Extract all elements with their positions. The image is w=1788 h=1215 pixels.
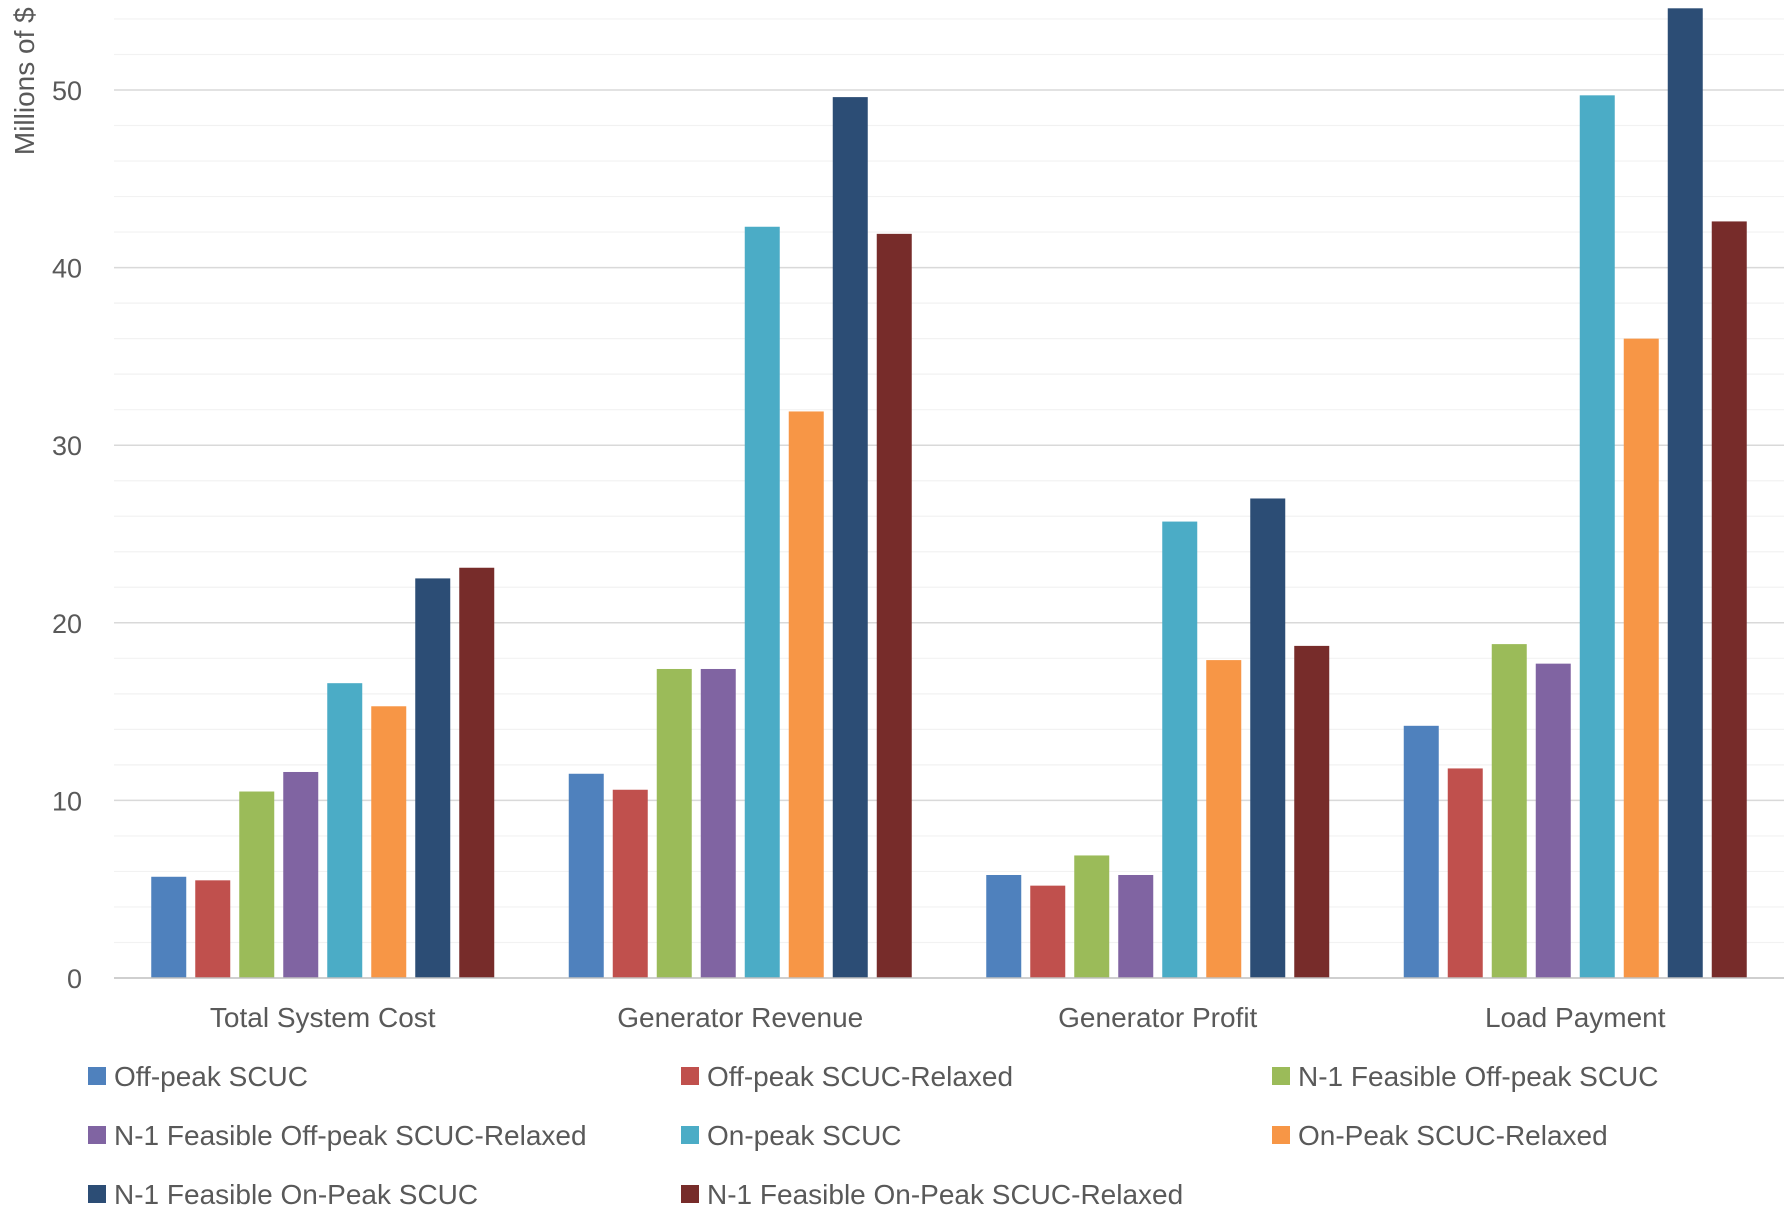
bar bbox=[876, 233, 912, 978]
legend-swatch bbox=[88, 1067, 106, 1085]
y-tick-label: 0 bbox=[67, 964, 82, 994]
legend-swatch bbox=[681, 1067, 699, 1085]
bar bbox=[459, 567, 495, 978]
bar bbox=[744, 226, 780, 978]
x-axis-category-labels: Total System Cost Generator Revenue Genera… bbox=[210, 1002, 1666, 1033]
y-tick-label: 40 bbox=[52, 254, 82, 284]
bar bbox=[788, 411, 824, 978]
legend-label: Off-peak SCUC bbox=[114, 1061, 308, 1092]
bar bbox=[1667, 8, 1703, 978]
legend-item: N-1 Feasible On-Peak SCUC-Relaxed bbox=[681, 1179, 1183, 1210]
legend-swatch bbox=[681, 1185, 699, 1203]
minor-gridlines bbox=[114, 18, 1784, 944]
legend-label: Off-peak SCUC-Relaxed bbox=[707, 1061, 1013, 1092]
bar bbox=[1403, 725, 1439, 978]
legend-swatch bbox=[681, 1126, 699, 1144]
bar bbox=[1447, 768, 1483, 978]
bar bbox=[1118, 874, 1154, 978]
legend-label: On-peak SCUC bbox=[707, 1120, 902, 1151]
x-category-label: Generator Revenue bbox=[617, 1002, 863, 1033]
x-category-label: Generator Profit bbox=[1058, 1002, 1257, 1033]
bar bbox=[1579, 95, 1615, 978]
legend-item: N-1 Feasible On-Peak SCUC bbox=[88, 1179, 478, 1210]
bar bbox=[612, 789, 648, 978]
legend-item: N-1 Feasible Off-peak SCUC-Relaxed bbox=[88, 1120, 587, 1151]
legend-label: N-1 Feasible On-Peak SCUC-Relaxed bbox=[707, 1179, 1183, 1210]
legend: Off-peak SCUC Off-peak SCUC-Relaxed N-1 Fe… bbox=[88, 1061, 1659, 1210]
bar bbox=[415, 578, 451, 978]
legend-swatch bbox=[88, 1126, 106, 1144]
bar bbox=[986, 874, 1022, 978]
y-axis-title: Millions of $ bbox=[9, 7, 40, 155]
bar-series bbox=[151, 8, 1747, 978]
y-tick-label: 30 bbox=[52, 431, 82, 461]
bar bbox=[371, 706, 407, 978]
x-category-label: Total System Cost bbox=[210, 1002, 436, 1033]
legend-swatch bbox=[88, 1185, 106, 1203]
bar bbox=[1294, 645, 1330, 978]
legend-item: N-1 Feasible Off-peak SCUC bbox=[1272, 1061, 1659, 1092]
bar bbox=[568, 773, 604, 978]
legend-label: On-Peak SCUC-Relaxed bbox=[1298, 1120, 1608, 1151]
bar bbox=[1623, 338, 1659, 978]
bar bbox=[1074, 855, 1110, 978]
bar bbox=[1030, 885, 1066, 978]
bar bbox=[1491, 644, 1527, 978]
legend-item: Off-peak SCUC-Relaxed bbox=[681, 1061, 1013, 1092]
bar bbox=[1206, 660, 1242, 978]
bar bbox=[1250, 498, 1286, 978]
y-tick-label: 50 bbox=[52, 76, 82, 106]
y-axis-tick-labels: 0 10 20 30 40 50 bbox=[52, 76, 82, 994]
legend-item: Off-peak SCUC bbox=[88, 1061, 308, 1092]
bar bbox=[1711, 221, 1747, 978]
legend-swatch bbox=[1272, 1067, 1290, 1085]
y-tick-label: 20 bbox=[52, 609, 82, 639]
legend-label: N-1 Feasible Off-peak SCUC bbox=[1298, 1061, 1659, 1092]
bar bbox=[283, 771, 319, 978]
bar bbox=[195, 880, 231, 978]
legend-item: On-peak SCUC bbox=[681, 1120, 902, 1151]
bar bbox=[1162, 521, 1198, 978]
bar bbox=[327, 683, 363, 978]
bar bbox=[656, 668, 692, 978]
legend-swatch bbox=[1272, 1126, 1290, 1144]
y-tick-label: 10 bbox=[52, 786, 82, 816]
bar bbox=[151, 876, 187, 978]
x-category-label: Load Payment bbox=[1485, 1002, 1666, 1033]
legend-label: N-1 Feasible Off-peak SCUC-Relaxed bbox=[114, 1120, 587, 1151]
bar bbox=[1535, 663, 1571, 978]
legend-label: N-1 Feasible On-Peak SCUC bbox=[114, 1179, 478, 1210]
bar bbox=[700, 668, 736, 978]
bar bbox=[239, 791, 275, 978]
bar bbox=[832, 97, 868, 978]
legend-item: On-Peak SCUC-Relaxed bbox=[1272, 1120, 1608, 1151]
